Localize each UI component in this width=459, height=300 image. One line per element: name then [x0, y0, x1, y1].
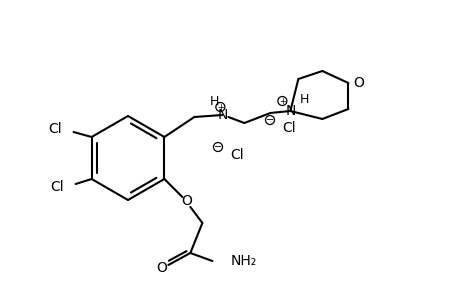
Text: N: N — [217, 108, 227, 122]
Text: N: N — [285, 104, 295, 118]
Text: −: − — [213, 142, 222, 152]
Text: O: O — [156, 261, 167, 275]
Text: −: − — [265, 115, 274, 125]
Text: NH₂: NH₂ — [230, 254, 256, 268]
Text: Cl: Cl — [230, 148, 243, 162]
Text: +: + — [278, 97, 285, 106]
Text: Cl: Cl — [281, 121, 295, 135]
Text: Cl: Cl — [50, 180, 63, 194]
Text: H: H — [209, 94, 218, 107]
Text: O: O — [352, 76, 363, 90]
Text: Cl: Cl — [48, 122, 62, 136]
Text: H: H — [299, 92, 308, 106]
Text: O: O — [180, 194, 191, 208]
Text: +: + — [217, 103, 224, 112]
